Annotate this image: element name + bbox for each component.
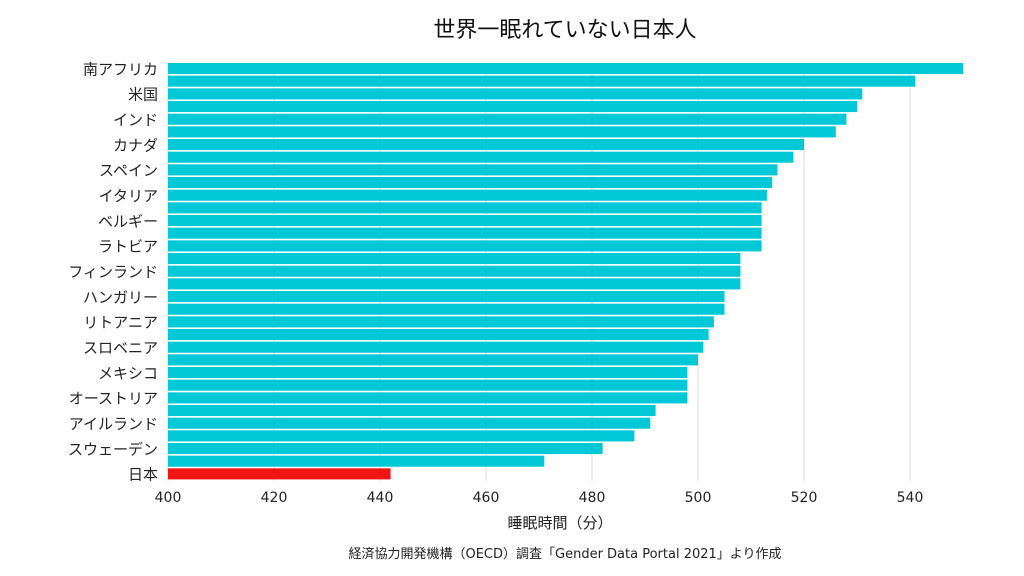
bar bbox=[168, 303, 725, 315]
y-category-label: スウェーデン bbox=[68, 440, 158, 458]
y-category-label: アイルランド bbox=[69, 415, 158, 433]
bar bbox=[168, 253, 741, 265]
x-tick-label: 520 bbox=[791, 490, 818, 506]
bar bbox=[168, 379, 688, 391]
bar bbox=[168, 227, 762, 239]
y-category-label: カナダ bbox=[113, 136, 158, 154]
y-category-label: メキシコ bbox=[98, 364, 158, 382]
x-tick-label: 480 bbox=[579, 490, 606, 506]
y-category-label: 米国 bbox=[128, 86, 158, 104]
bar bbox=[168, 151, 794, 163]
y-category-label: リトアニア bbox=[83, 314, 158, 332]
y-category-label: フィンランド bbox=[68, 263, 158, 281]
bar bbox=[168, 88, 863, 100]
y-category-label: オーストリア bbox=[69, 390, 158, 408]
y-category-label: ラトビア bbox=[98, 238, 158, 256]
bar bbox=[168, 417, 651, 429]
bar bbox=[168, 240, 762, 252]
x-axis-label: 睡眠時間（分） bbox=[507, 514, 612, 532]
bar bbox=[168, 405, 656, 417]
y-category-label: スペイン bbox=[99, 162, 158, 180]
bar bbox=[168, 126, 836, 138]
source-note: 経済協力開発機構（OECD）調査「Gender Data Portal 2021… bbox=[348, 547, 782, 562]
bar bbox=[168, 113, 847, 125]
bar bbox=[168, 278, 741, 290]
x-tick-label: 460 bbox=[473, 490, 500, 506]
bar bbox=[168, 164, 778, 176]
x-tick-label: 540 bbox=[897, 490, 924, 506]
chart-title: 世界一眠れていない日本人 bbox=[433, 18, 697, 43]
x-tick-label: 420 bbox=[261, 490, 288, 506]
bar bbox=[168, 63, 963, 75]
bar bbox=[168, 316, 714, 328]
y-category-label: イタリア bbox=[99, 187, 158, 205]
bar bbox=[168, 265, 741, 277]
x-tick-label: 440 bbox=[367, 490, 394, 506]
y-axis-labels: 南アフリカ米国インドカナダスペインイタリアベルギーラトビアフィンランドハンガリー… bbox=[68, 60, 158, 483]
y-category-label: ベルギー bbox=[98, 212, 158, 230]
y-category-label: インド bbox=[113, 111, 158, 129]
bar bbox=[168, 367, 688, 379]
x-tick-label: 400 bbox=[155, 490, 182, 506]
x-tick-label: 500 bbox=[685, 490, 712, 506]
bar bbox=[168, 430, 635, 442]
bar bbox=[168, 291, 725, 303]
bar bbox=[168, 443, 603, 455]
bar bbox=[168, 189, 767, 201]
bar bbox=[168, 75, 916, 87]
y-category-label: 南アフリカ bbox=[83, 60, 158, 78]
bar bbox=[168, 101, 857, 113]
bar bbox=[168, 392, 688, 404]
x-axis-ticks: 400 420 440 460 480 500 520 540 bbox=[155, 490, 924, 506]
bar bbox=[168, 341, 704, 353]
bar bbox=[168, 202, 762, 214]
bar bbox=[168, 139, 804, 151]
bar bbox=[168, 354, 698, 366]
bar bbox=[168, 215, 762, 227]
bar-highlight bbox=[168, 468, 391, 480]
y-category-label: ハンガリー bbox=[83, 288, 158, 306]
y-category-label: 日本 bbox=[128, 466, 158, 484]
bar bbox=[168, 329, 709, 341]
bar bbox=[168, 455, 545, 467]
bars bbox=[168, 63, 963, 480]
bar bbox=[168, 177, 773, 189]
y-category-label: スロベニア bbox=[83, 339, 158, 357]
